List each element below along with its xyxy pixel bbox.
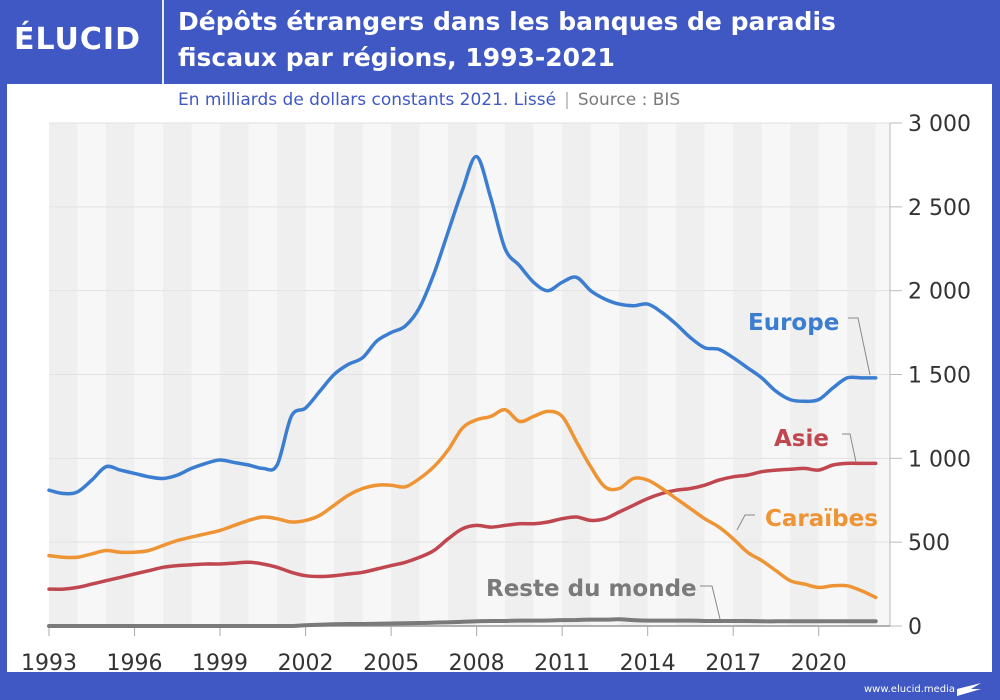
series-line-cara-bes xyxy=(47,407,878,600)
source-text: Source : BIS xyxy=(577,90,681,110)
series-line-europe xyxy=(47,154,878,496)
header: ÉLUCID Dépôts étrangers dans les banques… xyxy=(0,0,1000,84)
x-tick-label: 2020 xyxy=(791,651,847,676)
axes: 0 500 1 000 1 500 2 000 2 500 3 000 1993 1996 199… xyxy=(21,112,971,676)
elucid-mark-icon xyxy=(957,683,981,696)
x-tick-label: 1996 xyxy=(107,651,163,676)
y-tick-label: 1 000 xyxy=(908,447,971,472)
x-tick-label: 2005 xyxy=(363,651,419,676)
series-label-europe: Europe xyxy=(748,310,839,336)
series-label-reste-du-monde: Reste du monde xyxy=(486,576,697,602)
x-tick-label: 2002 xyxy=(278,651,334,676)
series-lines xyxy=(47,154,878,629)
series-labels: Europe Asie Caraïbes Reste du monde xyxy=(486,310,878,620)
x-tick-label: 1993 xyxy=(21,651,77,676)
x-tick-label: 1999 xyxy=(192,651,248,676)
chart-subtitle: En milliards de dollars constants 2021. … xyxy=(178,90,680,110)
series-line-reste-du-monde xyxy=(47,617,878,629)
series-label-cara-bes: Caraïbes xyxy=(765,506,878,532)
leader-line-europe xyxy=(848,317,871,376)
gridlines xyxy=(49,122,890,627)
series-label-asie: Asie xyxy=(774,426,829,452)
header-divider xyxy=(162,0,164,84)
y-tick-label: 1 500 xyxy=(908,364,971,389)
x-tick-label: 2011 xyxy=(534,651,590,676)
x-tick-label: 2008 xyxy=(449,651,505,676)
leader-line-reste-du-monde xyxy=(700,585,721,620)
y-tick-label: 500 xyxy=(908,531,950,556)
x-tick-label: 2014 xyxy=(620,651,676,676)
footer-url: www.elucid.media xyxy=(864,684,956,695)
chart-title: Dépôts étrangers dans les banques de par… xyxy=(178,4,978,76)
y-tick-label: 0 xyxy=(908,615,922,640)
series-line-asie xyxy=(47,461,878,591)
y-tick-label: 2 500 xyxy=(908,196,971,221)
chart-title-line-2: fiscaux par régions, 1993-2021 xyxy=(178,43,615,72)
leader-line-cara-bes xyxy=(736,514,755,531)
leader-line-asie xyxy=(842,433,857,463)
y-tick-label: 3 000 xyxy=(908,112,971,137)
subtitle-separator: | xyxy=(564,90,570,110)
subtitle-text: En milliards de dollars constants 2021. … xyxy=(178,90,557,110)
y-tick-label: 2 000 xyxy=(908,280,971,305)
chart-title-line-1: Dépôts étrangers dans les banques de par… xyxy=(178,7,836,36)
elucid-logo: ÉLUCID xyxy=(14,22,141,57)
x-tick-label: 2017 xyxy=(705,651,761,676)
